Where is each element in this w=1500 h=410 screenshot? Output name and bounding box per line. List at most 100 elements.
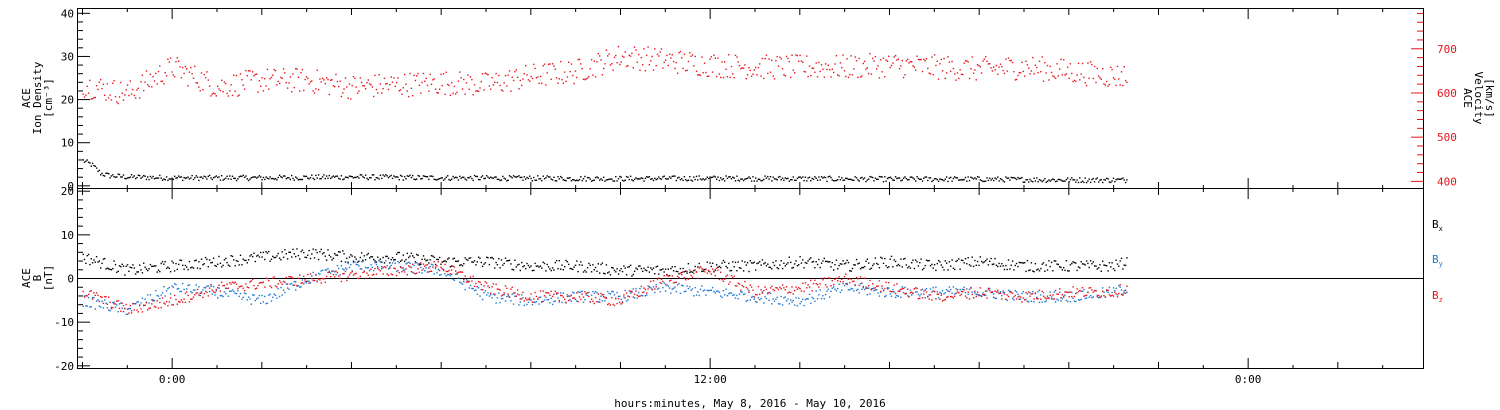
data-point: [697, 291, 699, 293]
data-point: [586, 77, 589, 79]
data-point: [340, 260, 343, 263]
data-point: [742, 286, 745, 288]
data-point: [239, 292, 242, 295]
data-point: [1102, 290, 1104, 292]
data-point: [339, 251, 341, 253]
data-point: [968, 77, 971, 80]
data-point: [566, 294, 569, 296]
data-point: [317, 89, 320, 91]
data-point: [242, 84, 244, 86]
data-point: [807, 284, 809, 286]
data-point: [737, 179, 739, 181]
data-point: [257, 176, 259, 178]
data-point: [344, 267, 347, 269]
data-point: [643, 267, 645, 269]
data-point: [136, 301, 138, 303]
data-point: [689, 286, 691, 288]
data-point: [1044, 296, 1046, 299]
data-point: [562, 269, 564, 271]
data-point: [740, 67, 742, 70]
data-point: [693, 176, 695, 178]
data-point: [114, 176, 117, 178]
data-point: [196, 288, 199, 291]
data-point: [1005, 264, 1007, 267]
data-point: [163, 302, 165, 304]
data-point: [924, 176, 926, 178]
data-point: [816, 76, 819, 78]
field-title-line2: B: [31, 274, 44, 281]
data-point: [280, 281, 282, 284]
data-point: [530, 265, 532, 267]
data-point: [284, 249, 286, 251]
data-point: [994, 257, 996, 260]
data-point: [413, 178, 415, 180]
data-point: [1063, 180, 1065, 182]
data-point: [476, 293, 478, 295]
data-point: [775, 59, 777, 62]
data-point: [647, 285, 649, 287]
data-point: [156, 300, 158, 302]
data-point: [483, 89, 485, 91]
data-point: [1111, 68, 1113, 71]
data-point: [101, 300, 103, 302]
data-point: [169, 178, 172, 180]
data-point: [853, 290, 855, 292]
data-point: [756, 180, 758, 182]
data-point: [615, 271, 617, 273]
data-point: [916, 287, 918, 290]
data-point: [651, 289, 653, 291]
data-point: [568, 299, 570, 302]
data-point: [445, 71, 447, 73]
data-point: [479, 281, 481, 283]
data-point: [399, 265, 402, 268]
data-point: [670, 57, 672, 59]
data-point: [312, 177, 314, 180]
data-point: [506, 85, 508, 87]
data-point: [1044, 301, 1046, 303]
velocity-title-line1: ACE: [1461, 88, 1474, 108]
data-point: [94, 308, 96, 310]
data-point: [974, 177, 976, 179]
data-point: [683, 176, 686, 178]
data-point: [256, 73, 258, 75]
data-point: [93, 164, 95, 167]
data-point: [706, 75, 708, 78]
data-point: [457, 260, 460, 262]
data-point: [901, 266, 903, 268]
data-point: [1116, 296, 1119, 298]
data-point: [472, 179, 474, 182]
data-point: [995, 264, 998, 266]
data-point: [853, 68, 855, 70]
data-point: [445, 176, 447, 178]
data-point: [772, 176, 774, 178]
data-point: [479, 87, 481, 89]
data-point: [303, 251, 305, 254]
data-point: [262, 176, 265, 179]
data-point: [463, 279, 465, 281]
data-point: [381, 92, 383, 94]
data-point: [1015, 78, 1018, 81]
data-point: [440, 263, 442, 265]
data-point: [118, 265, 121, 267]
data-point: [282, 175, 285, 177]
data-point: [1021, 301, 1023, 303]
data-point: [1006, 177, 1008, 179]
data-point: [241, 264, 243, 266]
data-point: [639, 178, 641, 180]
data-point: [364, 88, 367, 90]
data-point: [1065, 291, 1068, 293]
data-point: [221, 266, 223, 268]
data-point: [960, 259, 963, 261]
data-point: [490, 88, 492, 90]
data-point: [328, 254, 330, 256]
data-point: [745, 286, 747, 289]
data-point: [299, 274, 301, 276]
data-point: [481, 298, 484, 301]
data-point: [655, 266, 657, 268]
data-point: [545, 296, 547, 298]
data-point: [787, 57, 789, 60]
data-point: [1030, 300, 1033, 302]
data-point: [822, 295, 824, 297]
data-point: [207, 175, 209, 178]
